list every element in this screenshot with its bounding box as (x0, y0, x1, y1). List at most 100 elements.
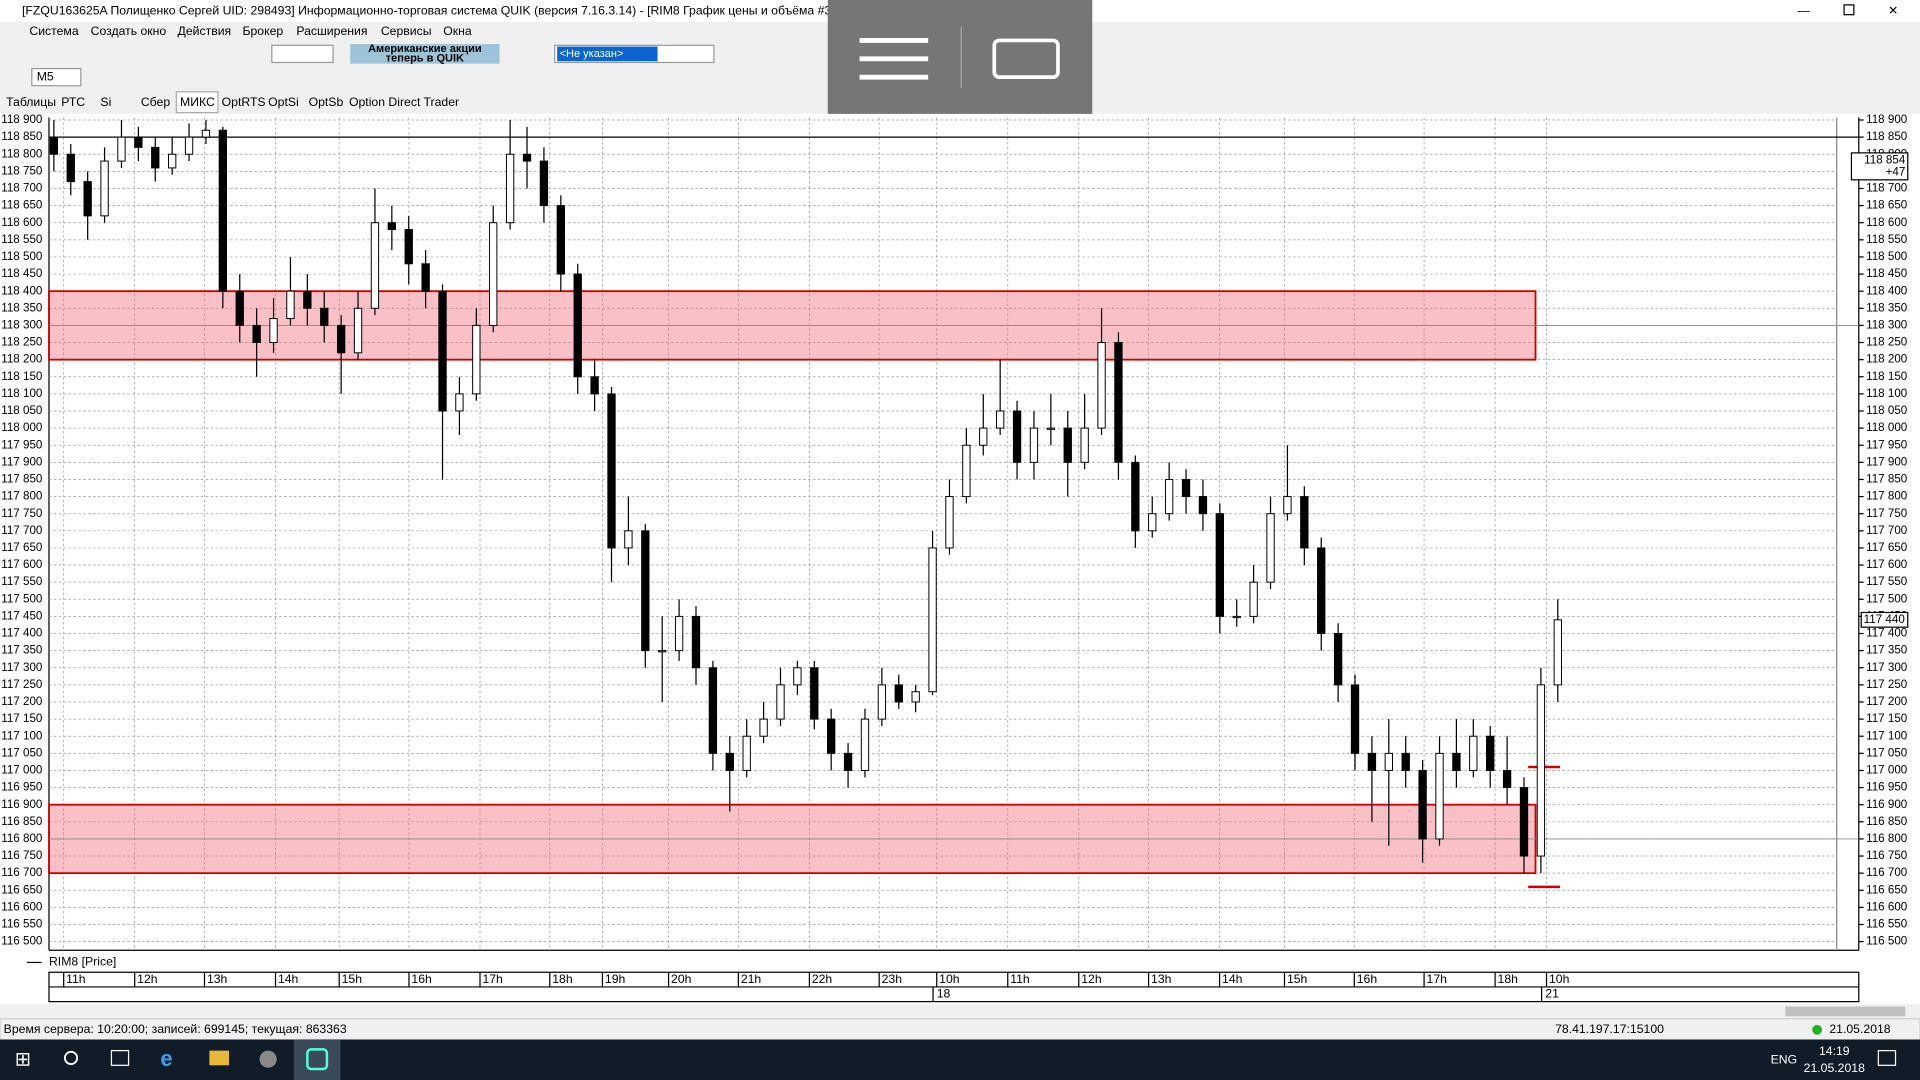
y-tick-label: 116 750 (1, 849, 43, 862)
y2-tick-label: 116 700 (1866, 866, 1908, 879)
quik-task[interactable] (293, 1039, 341, 1080)
hour-label: 12h (137, 972, 158, 986)
y2-tick-label: 118 250 (1866, 336, 1908, 349)
interval-select[interactable] (31, 67, 82, 87)
tab[interactable]: OptRTS (222, 95, 266, 109)
y-tick-label: 117 850 (1, 473, 43, 486)
candle-body (1249, 581, 1258, 617)
menu-item[interactable]: Система (29, 24, 78, 38)
y-tick-label: 118 350 (1, 301, 43, 314)
tab[interactable]: РТС (61, 95, 85, 109)
candle-body (1384, 752, 1393, 771)
notifications[interactable] (1877, 1050, 1897, 1066)
tab[interactable]: Таблицы (6, 95, 56, 109)
clock-time[interactable]: 14:19 (1819, 1044, 1850, 1058)
hour-label: 16h (1357, 972, 1378, 986)
candle-body (979, 427, 988, 446)
tab[interactable]: Сбер (141, 95, 171, 109)
close[interactable]: ✕ (1888, 3, 1898, 17)
y2-tick-label: 117 550 (1866, 575, 1908, 588)
y-tick-label: 116 600 (1, 900, 43, 913)
y-tick-label: 118 550 (1, 233, 43, 246)
minimize[interactable]: — (1798, 3, 1811, 17)
tab[interactable]: OptSi (268, 95, 299, 109)
candle-body (455, 393, 464, 412)
last-price-label: 117 440 (1864, 613, 1906, 626)
candle-body (1536, 684, 1546, 857)
y-tick-label: 117 800 (1, 490, 43, 503)
menu-item[interactable]: Окна (443, 24, 472, 38)
hour-label: 14h (278, 972, 299, 986)
server-status: Время сервера: 10:20:00; записей: 699145… (4, 1022, 347, 1036)
search-box[interactable] (271, 44, 334, 64)
y2-tick-label: 117 600 (1866, 558, 1908, 571)
candle-body (624, 530, 633, 549)
account-highlight (557, 46, 658, 62)
candle-body (252, 324, 261, 344)
app-icon[interactable] (259, 1050, 277, 1068)
tab[interactable]: OptSb (309, 95, 344, 109)
last-price-box (1860, 611, 1909, 628)
menu-item[interactable]: Брокер (242, 24, 283, 38)
menu-item[interactable]: Расширения (296, 24, 367, 38)
menu-item[interactable]: Сервисы (381, 24, 432, 38)
hour-label: 12h (1081, 972, 1102, 986)
y-tick-label: 118 700 (1, 182, 43, 195)
tab[interactable]: Si (100, 95, 111, 109)
y2-tick-label: 117 500 (1866, 592, 1908, 605)
y2-tick-label: 116 500 (1866, 935, 1908, 948)
explorer-icon[interactable] (209, 1050, 229, 1066)
cursor-price-box (1850, 152, 1909, 181)
candle-body (472, 324, 481, 395)
hamburger-icon[interactable] (859, 37, 929, 80)
y2-tick-label: 117 050 (1866, 746, 1908, 759)
y2-tick-label: 117 100 (1866, 729, 1908, 742)
candle-body (573, 273, 582, 378)
y-tick-label: 118 650 (1, 199, 43, 212)
task-view[interactable] (110, 1050, 130, 1066)
y2-tick-label: 116 950 (1866, 781, 1908, 794)
candle-body (134, 136, 143, 148)
tab[interactable]: МИКС (180, 95, 215, 109)
scroll-thumb[interactable] (1785, 1006, 1906, 1017)
candle-body (1350, 684, 1360, 754)
language[interactable]: ENG (1771, 1053, 1798, 1067)
menu-item[interactable]: Действия (178, 24, 232, 38)
y2-tick-label: 118 700 (1866, 182, 1908, 195)
y2-tick-label: 118 100 (1866, 387, 1908, 400)
banner[interactable] (350, 44, 500, 64)
hour-label: 15h (342, 972, 363, 986)
y-tick-label: 118 600 (1, 216, 43, 229)
clock-date[interactable]: 21.05.2018 (1804, 1061, 1865, 1075)
y-tick-label: 118 500 (1, 250, 43, 263)
y-tick-label: 118 750 (1, 164, 43, 177)
candle-body (404, 229, 413, 265)
y2-tick-label: 118 200 (1866, 353, 1908, 366)
search-button[interactable] (63, 1050, 79, 1065)
maximize[interactable] (1843, 4, 1855, 16)
candle-body (370, 222, 380, 309)
banner-line: Американские акции (368, 43, 482, 55)
menu-item[interactable]: Создать окно (91, 24, 167, 38)
candle-body (1283, 496, 1292, 515)
candle-body (827, 718, 836, 754)
scrollbar[interactable] (0, 1004, 1920, 1019)
y-tick-label: 117 450 (1, 609, 43, 622)
candle-body (1418, 769, 1427, 840)
y-tick-label: 117 650 (1, 541, 43, 554)
start-button[interactable]: ⊞ (15, 1049, 31, 1071)
hour-label: 10h (1549, 972, 1570, 986)
candle-body (1215, 513, 1225, 617)
candle-body (438, 290, 447, 412)
keyboard-icon[interactable] (992, 38, 1060, 79)
y2-tick-label: 118 450 (1866, 267, 1908, 280)
tab[interactable]: Option Direct Trader (349, 95, 459, 109)
y2-tick-label: 116 850 (1866, 815, 1908, 828)
y2-tick-label: 117 700 (1866, 524, 1908, 537)
y-tick-label: 117 550 (1, 575, 43, 588)
candle-body (742, 735, 751, 771)
ie-icon[interactable]: e (160, 1046, 172, 1071)
candle-body (218, 129, 228, 292)
y-tick-label: 118 150 (1, 370, 43, 383)
